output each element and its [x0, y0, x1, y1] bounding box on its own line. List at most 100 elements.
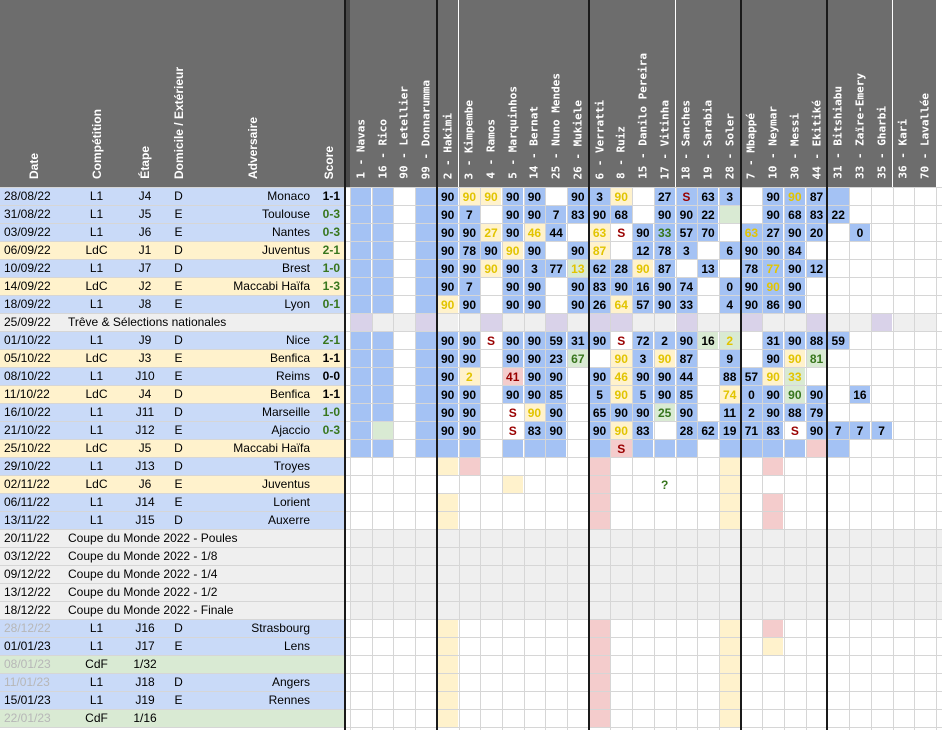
player-cell	[892, 313, 915, 331]
player-cell	[567, 313, 589, 331]
player-cell	[633, 188, 654, 205]
row-score: 1-0	[314, 259, 344, 277]
player-cell: 90	[676, 205, 697, 223]
player-cell	[372, 403, 393, 421]
player-cell: 81	[806, 349, 827, 367]
player-cell	[568, 422, 589, 439]
player-name: 15 - Danilo Pereira	[636, 53, 650, 179]
row-date: 10/09/22	[0, 259, 68, 277]
player-cell	[741, 710, 762, 727]
player-cell	[915, 458, 936, 475]
row-venue: D	[165, 187, 192, 205]
player-cell	[850, 620, 871, 637]
row-competition: L1	[68, 421, 125, 439]
player-cell	[568, 224, 589, 241]
player-cell	[437, 493, 458, 511]
player-cell: 90	[762, 277, 784, 295]
player-cell	[415, 277, 437, 295]
player-cell	[806, 296, 827, 313]
row-stage: J4	[125, 385, 165, 403]
player-header-cell: 18 - Sanches	[675, 0, 698, 187]
row-stage: 1/32	[125, 655, 165, 673]
player-cell	[589, 691, 610, 709]
column-gridline	[892, 187, 894, 730]
row-competition: L1	[68, 673, 125, 691]
row-competition: L1	[68, 223, 125, 241]
player-cell: 63	[741, 223, 762, 241]
player-cell: 90	[437, 223, 458, 241]
player-cell	[871, 620, 892, 637]
player-cell: 67	[567, 349, 589, 367]
player-cell	[850, 206, 871, 223]
player-cell: 62	[589, 259, 610, 277]
player-cell: 90	[437, 403, 458, 421]
row-opponent: Lorient	[192, 493, 314, 511]
column-header-label: Domicile / Extérieur	[171, 66, 186, 179]
row-stage: J1	[125, 241, 165, 259]
player-name: 33 - Zaïre-Emery	[853, 73, 867, 179]
player-cell	[372, 710, 393, 727]
row-opponent: Angers	[192, 673, 314, 691]
row-competition: L1	[68, 691, 125, 709]
player-cell: 90	[784, 259, 806, 277]
player-cell	[611, 674, 632, 691]
player-cell: 83	[589, 277, 610, 295]
player-header-cell: 99 - Donnarumma	[415, 0, 437, 187]
player-cell	[741, 439, 762, 457]
player-cell	[459, 439, 480, 457]
row-opponent: Monaco	[192, 187, 314, 205]
player-cell	[654, 458, 675, 475]
player-cell	[632, 439, 654, 457]
player-cell: 90	[762, 349, 784, 367]
player-header-cell: 31 - Bitshiabu	[827, 0, 850, 187]
row-gap	[344, 421, 350, 439]
row-gridline	[0, 385, 942, 386]
row-opponent: Lyon	[192, 295, 314, 313]
player-cell: 90	[459, 421, 480, 439]
player-cell: ?	[660, 477, 669, 492]
break-row	[0, 313, 344, 331]
player-cell: S	[790, 423, 799, 438]
player-cell: 90	[437, 331, 458, 349]
player-cell: 11	[719, 403, 741, 421]
player-cell	[653, 313, 676, 331]
player-cell	[633, 206, 654, 223]
player-cell: 90	[480, 187, 502, 205]
player-cell	[763, 674, 784, 691]
player-cell	[633, 458, 654, 475]
column-gridline	[653, 187, 655, 730]
player-cell	[915, 188, 936, 205]
player-cell	[502, 620, 523, 637]
player-cell	[654, 638, 675, 655]
row-gap	[344, 709, 350, 727]
player-cell: 90	[502, 187, 524, 205]
header-cell: Étape	[125, 0, 165, 187]
player-cell	[372, 331, 393, 349]
player-cell	[481, 458, 502, 475]
row-label: Coupe du Monde 2022 - 1/2	[68, 585, 218, 599]
player-cell	[915, 404, 936, 421]
player-cell	[481, 674, 502, 691]
player-cell	[741, 350, 762, 367]
player-cell	[676, 512, 697, 529]
player-name: 18 - Sanches	[679, 99, 693, 179]
player-cell: 90	[567, 187, 589, 205]
player-cell: 90	[632, 223, 654, 241]
row-date: 28/12/22	[0, 619, 68, 637]
player-cell	[915, 278, 936, 295]
player-cell: 83	[806, 205, 827, 223]
player-cell	[850, 440, 871, 457]
player-cell: 74	[719, 385, 741, 403]
player-cell	[524, 620, 545, 637]
player-cell: 90	[524, 331, 545, 349]
column-gridline	[784, 187, 785, 730]
player-cell	[741, 692, 762, 709]
row-gridline	[0, 511, 942, 512]
row-stage: J12	[125, 421, 165, 439]
player-cell	[871, 512, 892, 529]
player-cell	[698, 350, 719, 367]
player-cell	[350, 367, 372, 385]
player-cell	[676, 260, 697, 277]
player-cell: 33	[784, 367, 806, 385]
player-header-cell: 15 - Danilo Pereira	[632, 0, 654, 187]
